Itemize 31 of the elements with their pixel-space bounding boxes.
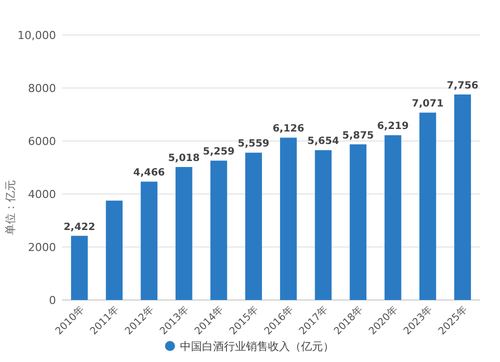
bar <box>454 94 471 300</box>
bar <box>280 138 297 300</box>
text: 6,126 <box>272 124 304 135</box>
bar <box>245 152 262 300</box>
bar <box>176 167 192 300</box>
text: 4,466 <box>133 168 165 179</box>
bar <box>210 160 228 300</box>
y-tick-label: 10,000 <box>18 29 56 42</box>
y-tick-label: 6000 <box>28 135 56 148</box>
y-tick-label: 8000 <box>28 82 56 95</box>
text: 5,875 <box>342 130 374 142</box>
text: 6,219 <box>377 121 409 132</box>
text: 5,559 <box>238 138 270 150</box>
bar <box>350 144 366 300</box>
bar <box>314 150 332 300</box>
text: 5,018 <box>168 153 200 164</box>
bar <box>140 182 158 300</box>
y-tick-label: 2000 <box>28 241 56 254</box>
text: 7,071 <box>412 98 444 110</box>
text: 2,422 <box>64 222 96 233</box>
bar <box>71 236 88 300</box>
y-tick-label: 4000 <box>28 188 56 201</box>
text: 7,756 <box>446 80 478 92</box>
y-tick-label: 0 <box>49 294 56 307</box>
y-axis-title: 单位：亿元 <box>4 180 17 235</box>
text: 5,259 <box>202 146 235 158</box>
text: 5,654 <box>307 136 340 148</box>
bar <box>384 135 402 300</box>
bar <box>106 200 123 300</box>
bar <box>419 112 436 300</box>
legend-label: 中国白酒行业销售收入（亿元） <box>180 340 334 353</box>
